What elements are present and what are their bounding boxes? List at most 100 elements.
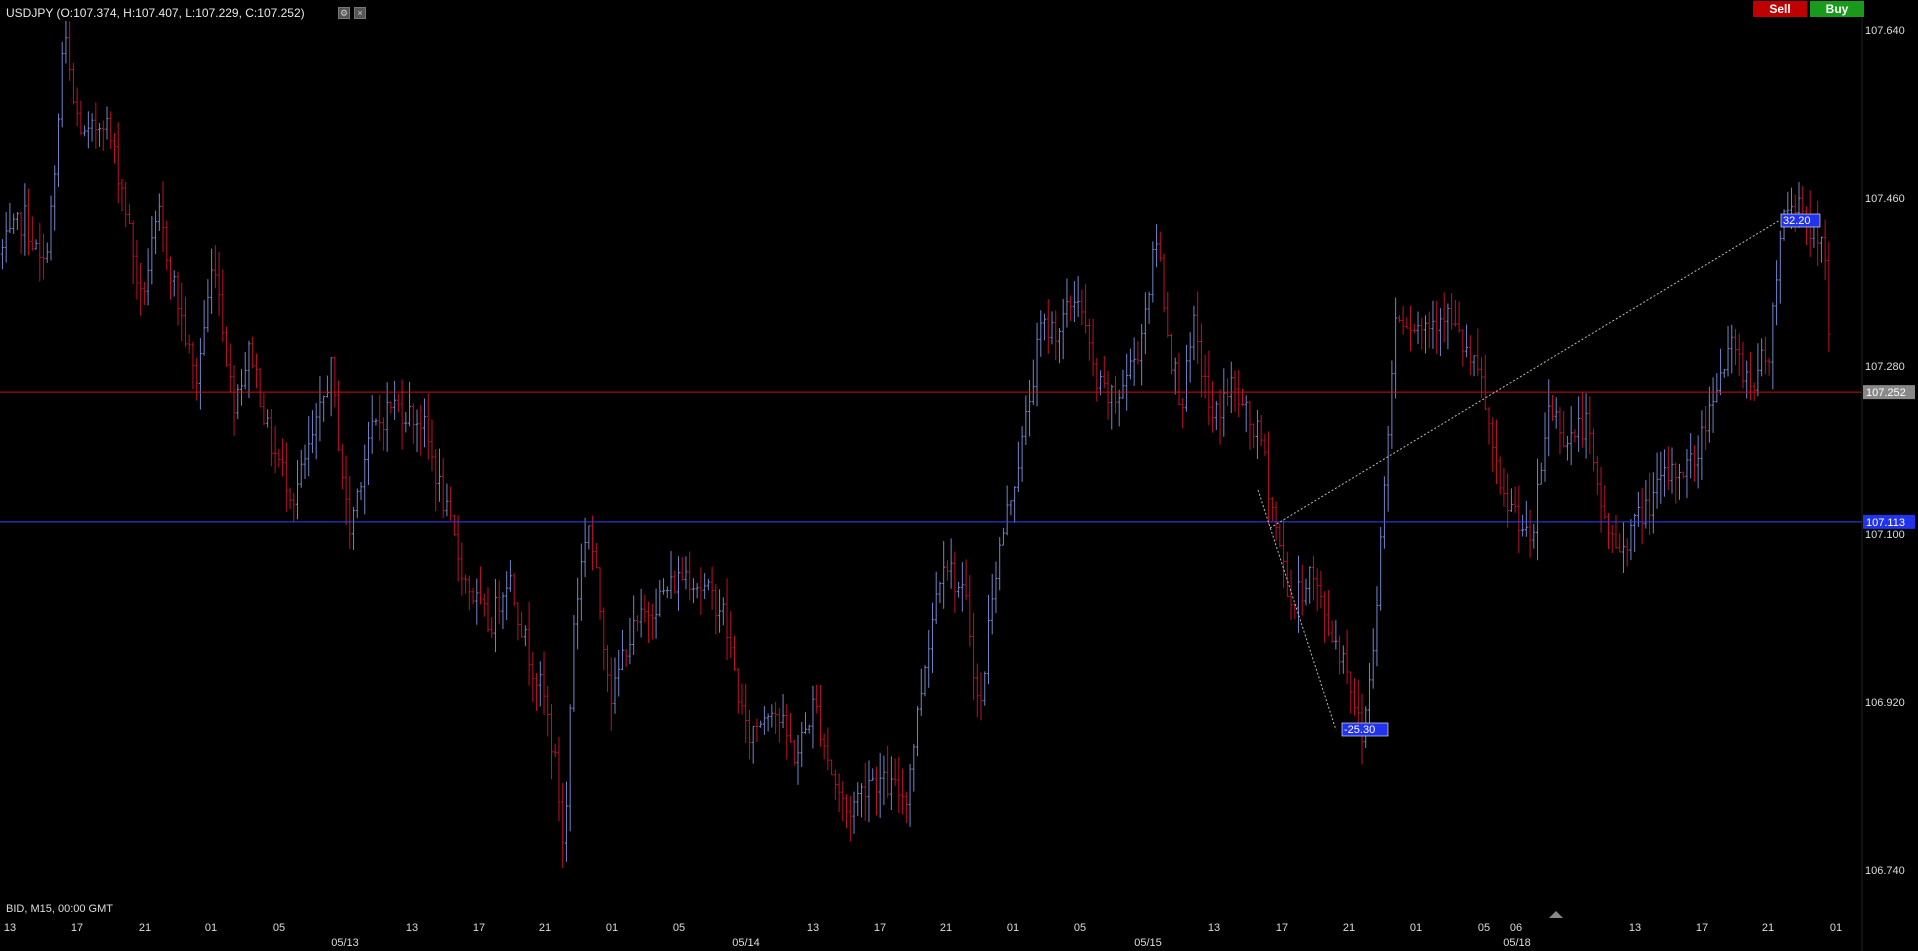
ohlc-bar bbox=[602, 607, 606, 671]
ohlc-bar bbox=[1117, 389, 1121, 427]
ohlc-bar bbox=[520, 611, 524, 638]
ohlc-bar bbox=[393, 380, 397, 420]
trend-line[interactable] bbox=[1269, 219, 1781, 529]
ohlc-bar bbox=[1573, 429, 1577, 443]
sell-button[interactable]: Sell bbox=[1753, 1, 1807, 17]
ohlc-bar bbox=[135, 240, 139, 300]
ohlc-bar bbox=[1450, 293, 1454, 330]
ohlc-bar bbox=[945, 560, 949, 581]
ohlc-bar bbox=[833, 769, 837, 800]
ohlc-bar bbox=[807, 724, 811, 734]
scroll-marker-icon[interactable] bbox=[1549, 911, 1563, 918]
ohlc-bar bbox=[254, 353, 258, 389]
ohlc-bar bbox=[1341, 645, 1345, 674]
time-tick-label: 13 bbox=[807, 922, 819, 934]
ohlc-bar bbox=[1080, 289, 1084, 326]
ohlc-bar bbox=[1218, 389, 1222, 445]
ohlc-bar bbox=[1633, 513, 1637, 553]
ohlc-bar bbox=[1483, 354, 1487, 411]
time-tick-label: 01 bbox=[1830, 922, 1842, 934]
ohlc-bar bbox=[1494, 419, 1498, 485]
ohlc-bar bbox=[751, 725, 755, 764]
ohlc-bar bbox=[1375, 586, 1379, 667]
ohlc-bar bbox=[172, 270, 176, 297]
ohlc-bar bbox=[662, 578, 666, 595]
ohlc-bar bbox=[251, 336, 255, 369]
ohlc-bar bbox=[1562, 411, 1566, 448]
ohlc-bar bbox=[1240, 388, 1244, 407]
ohlc-bar bbox=[852, 791, 856, 834]
ohlc-bar bbox=[1767, 357, 1771, 376]
ohlc-bar bbox=[1775, 260, 1779, 326]
ohlc-bar bbox=[699, 567, 703, 615]
ohlc-bar bbox=[71, 62, 75, 105]
ohlc-bar bbox=[1476, 328, 1480, 377]
ohlc-bar bbox=[1674, 462, 1678, 504]
ohlc-bar bbox=[1229, 361, 1233, 414]
ohlc-bar bbox=[1677, 463, 1681, 500]
ohlc-bar bbox=[169, 256, 173, 300]
ohlc-bar bbox=[15, 212, 19, 231]
ohlc-bar bbox=[721, 597, 725, 626]
ohlc-bar bbox=[1099, 370, 1103, 396]
ohlc-bar bbox=[1054, 310, 1058, 361]
ohlc-bar bbox=[225, 326, 229, 367]
ohlc-bar bbox=[1252, 423, 1256, 449]
ohlc-bar bbox=[1248, 400, 1252, 450]
close-icon[interactable]: × bbox=[354, 7, 366, 19]
ohlc-bar bbox=[1319, 570, 1323, 609]
ohlc-bar bbox=[434, 448, 438, 512]
time-tick-label: 17 bbox=[71, 922, 83, 934]
ohlc-bar bbox=[934, 571, 938, 624]
ohlc-bar bbox=[1719, 348, 1723, 396]
ohlc-bar bbox=[1311, 555, 1315, 601]
ohlc-bar bbox=[1651, 472, 1655, 534]
ohlc-bar bbox=[1722, 369, 1726, 378]
ohlc-bar bbox=[437, 448, 441, 502]
ohlc-bar bbox=[957, 581, 961, 598]
ohlc-bar bbox=[38, 222, 42, 282]
ohlc-bar bbox=[1453, 300, 1457, 327]
ohlc-bar bbox=[669, 551, 673, 599]
buy-button[interactable]: Buy bbox=[1810, 1, 1864, 17]
ohlc-bar bbox=[139, 262, 143, 316]
ohlc-bar bbox=[968, 575, 972, 647]
ohlc-bar bbox=[1420, 317, 1424, 350]
ohlc-bar bbox=[75, 87, 79, 127]
time-tick-label: 01 bbox=[205, 922, 217, 934]
ohlc-bar bbox=[628, 617, 632, 665]
ohlc-bar bbox=[1416, 311, 1420, 345]
time-tick-label: 05 bbox=[673, 922, 685, 934]
ohlc-bar bbox=[419, 404, 423, 456]
ohlc-bar bbox=[124, 181, 128, 228]
ohlc-bar bbox=[606, 645, 610, 692]
ohlc-bar bbox=[482, 593, 486, 617]
ohlc-bar bbox=[830, 759, 834, 776]
gear-icon[interactable]: ⚙ bbox=[338, 7, 350, 19]
ohlc-bar bbox=[120, 178, 124, 212]
ohlc-bar bbox=[1816, 200, 1820, 266]
ohlc-bar bbox=[258, 367, 262, 408]
ohlc-bar bbox=[381, 417, 385, 451]
ohlc-bar bbox=[1565, 435, 1569, 461]
ohlc-bar bbox=[45, 242, 49, 263]
ohlc-bar bbox=[1128, 348, 1132, 380]
ohlc-bar bbox=[1334, 620, 1338, 650]
ohlc-bar bbox=[1730, 324, 1734, 374]
ohlc-bar bbox=[348, 476, 352, 549]
ohlc-bar bbox=[1659, 451, 1663, 504]
ohlc-bar bbox=[1707, 386, 1711, 443]
ohlc-bar bbox=[90, 113, 94, 142]
ohlc-bar bbox=[127, 204, 131, 225]
time-tick-label: 21 bbox=[1343, 922, 1355, 934]
ohlc-bar bbox=[1076, 276, 1080, 318]
ohlc-bar bbox=[665, 586, 669, 599]
ohlc-bar bbox=[1386, 425, 1390, 512]
ohlc-bar bbox=[217, 251, 221, 316]
ohlc-bar bbox=[389, 401, 393, 414]
ohlc-bar bbox=[1539, 462, 1543, 485]
time-tick-label: 05 bbox=[1074, 922, 1086, 934]
ohlc-bar bbox=[1024, 395, 1028, 445]
ohlc-bar bbox=[1487, 407, 1491, 445]
